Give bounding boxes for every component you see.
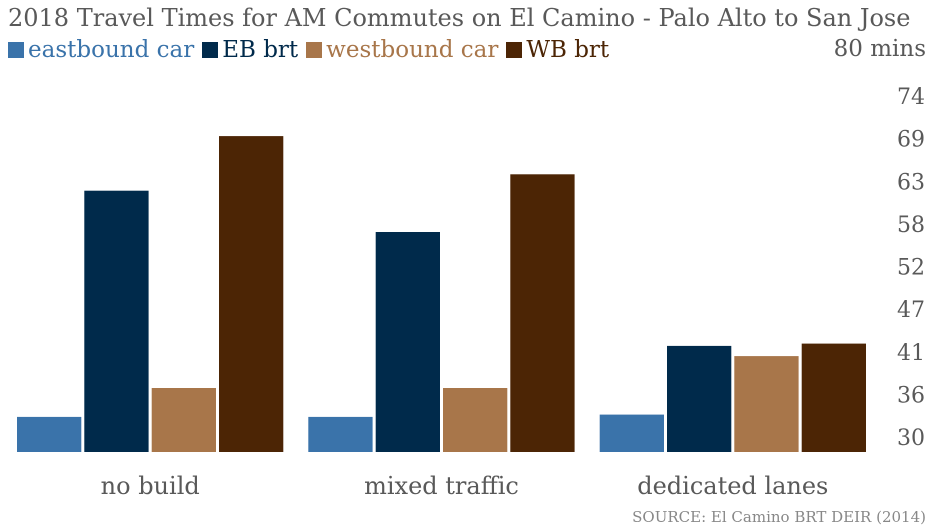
y-tick-label: 69 [897, 128, 925, 153]
y-tick-label: 30 [897, 426, 925, 451]
legend-swatch-wb-brt [506, 42, 523, 58]
y-tick-label: 58 [897, 213, 925, 238]
chart-title: 2018 Travel Times for AM Commutes on El … [8, 4, 911, 32]
y-tick-label: 36 [897, 383, 925, 408]
bar-no-build-westbound-car [151, 388, 216, 452]
legend-label-eb-brt: EB brt [222, 37, 299, 63]
legend-swatch-eb-brt [202, 42, 219, 58]
y-tick-label: 52 [897, 256, 925, 281]
legend-item-westbound-car: westbound car [306, 37, 498, 63]
legend-label-eastbound-car: eastbound car [28, 37, 195, 63]
bar-no-build-wb-brt [219, 136, 284, 452]
bar-dedicated-lanes-eb-brt [667, 345, 732, 452]
x-tick-label: dedicated lanes [637, 472, 828, 500]
y-tick-label: 63 [897, 170, 925, 195]
y-tick-label: 41 [897, 341, 925, 366]
legend-item-wb-brt: WB brt [506, 37, 609, 63]
x-tick-label: no build [101, 472, 200, 500]
source-note: SOURCE: El Camino BRT DEIR (2014) [632, 508, 926, 526]
bar-dedicated-lanes-wb-brt [801, 343, 866, 452]
legend-item-eb-brt: EB brt [202, 37, 298, 63]
legend-item-eastbound-car: eastbound car [8, 37, 194, 63]
legend-swatch-eastbound-car [8, 42, 24, 58]
x-tick-label: mixed traffic [364, 472, 519, 500]
bar-mixed-traffic-eastbound-car [308, 416, 373, 452]
y-tick-label: 74 [897, 85, 925, 110]
legend-swatch-westbound-car [306, 42, 323, 58]
y-tick-label: 47 [897, 298, 925, 323]
y-axis-unit-label: 80 mins [833, 36, 926, 62]
chart-legend: eastbound car EB brt westbound car WB br… [8, 36, 617, 64]
bar-no-build-eb-brt [84, 190, 149, 452]
bar-dedicated-lanes-westbound-car [734, 356, 799, 452]
legend-label-wb-brt: WB brt [526, 37, 610, 63]
bar-mixed-traffic-westbound-car [443, 388, 508, 452]
legend-label-westbound-car: westbound car [326, 37, 499, 63]
bar-no-build-eastbound-car [17, 416, 82, 452]
bar-mixed-traffic-wb-brt [510, 174, 575, 453]
bar-dedicated-lanes-eastbound-car [599, 414, 664, 452]
bar-mixed-traffic-eb-brt [375, 232, 440, 452]
